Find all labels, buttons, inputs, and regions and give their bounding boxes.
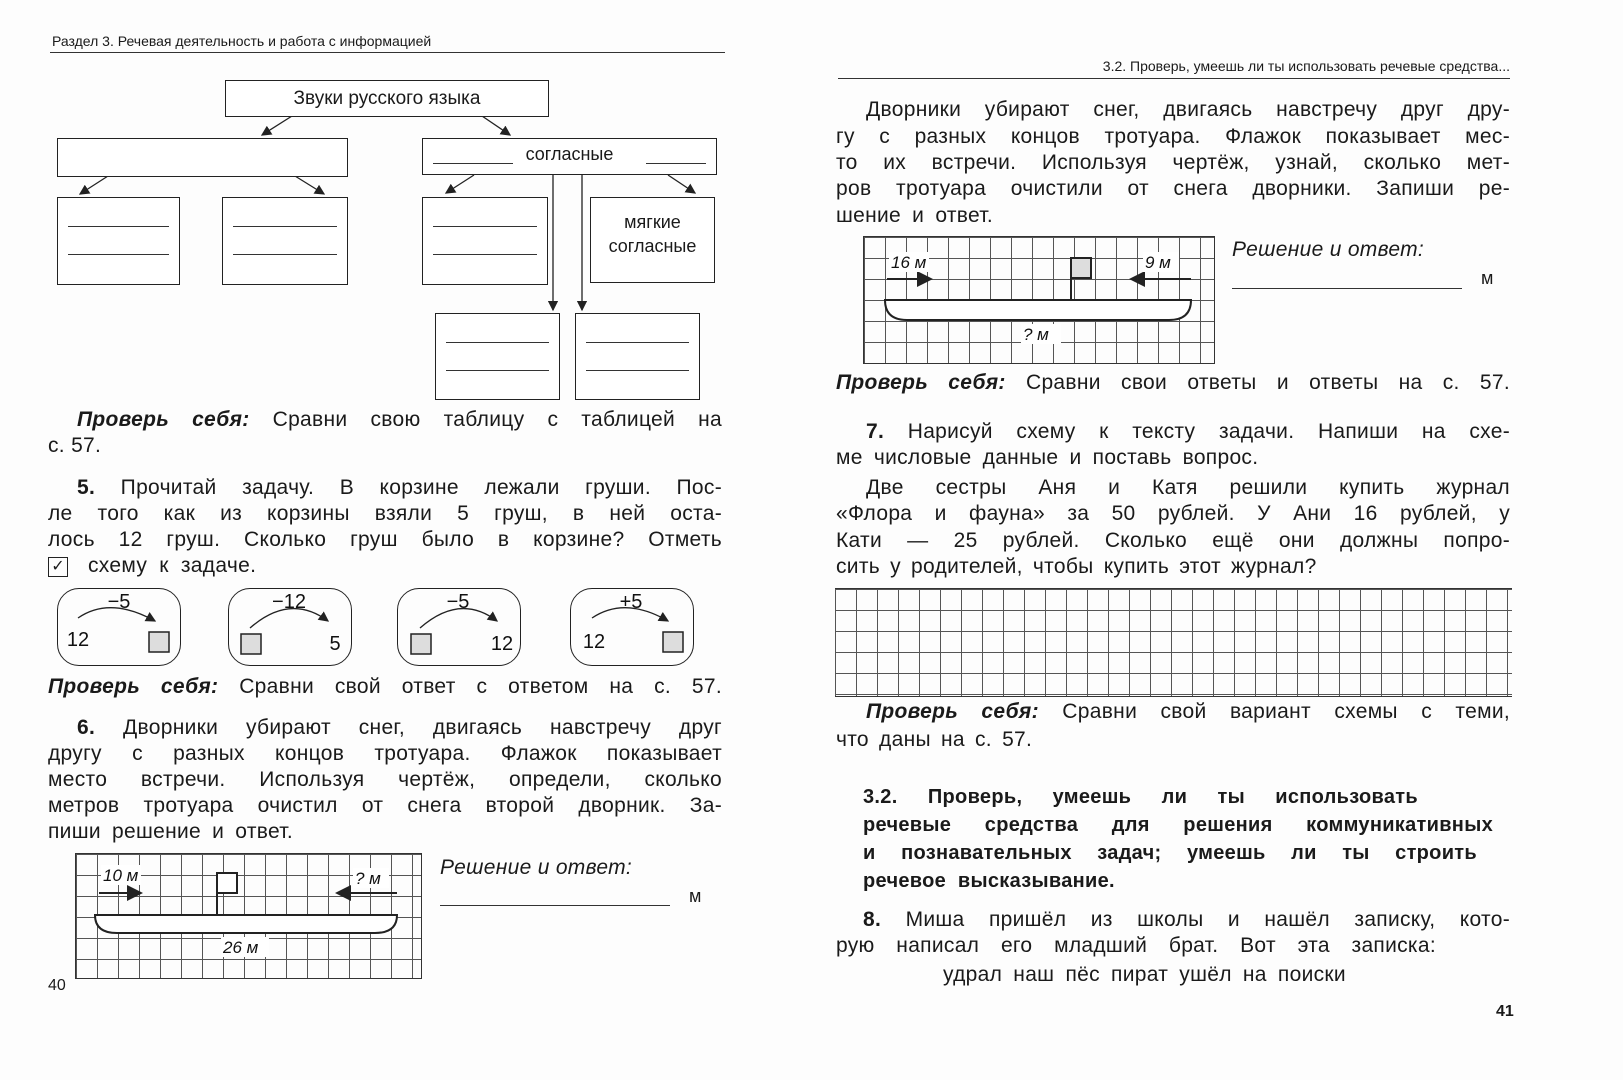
left-running-header: Раздел 3. Речевая деятельность и работа …: [52, 33, 432, 49]
distance-label: 9 м: [1145, 253, 1171, 272]
distance-label: 26 м: [222, 938, 259, 957]
soft-label-2: согласные: [608, 236, 697, 256]
task-text: другу с разных концов тротуара. Флажок п…: [48, 742, 722, 765]
section-heading: 3.2. Проверь, умеешь ли ты использовать: [863, 786, 1418, 808]
check-yourself-4: Проверь себя: Сравни свой вариант схемы …: [866, 700, 1510, 723]
scheme-value: 5: [329, 633, 340, 655]
note-text: удрал наш пёс пират ушёл на поиски: [943, 963, 1346, 986]
blank-box: [435, 313, 560, 400]
section-heading: речевое высказывание.: [863, 870, 1115, 892]
check-yourself-1: Проверь себя: Сравни свою таблицу с табл…: [77, 408, 722, 431]
answer-field[interactable]: [440, 905, 670, 906]
check-yourself-2: Проверь себя: Сравни свой ответ с ответо…: [48, 675, 723, 698]
check-yourself-3: Проверь себя: Сравни свои ответы и ответ…: [836, 371, 1510, 394]
task-text: шение и ответ.: [836, 204, 993, 227]
task-text: ров тротуара очистили от снега дворники.…: [836, 177, 1510, 200]
task-7: 7. Нарисуй схему к тексту задачи. Напиши…: [866, 420, 1510, 443]
distance-label: 16 м: [891, 253, 927, 272]
answer-label: Решение и ответ:: [440, 856, 633, 879]
task-text: то их встречи. Используя чертёж, узнай, …: [836, 151, 1510, 174]
soft-label-1: мягкие: [624, 212, 681, 232]
right-running-header: 3.2. Проверь, умеешь ли ты использовать …: [1102, 58, 1510, 74]
scheme-option-3[interactable]: [397, 588, 521, 666]
consonants-box: согласные: [422, 138, 717, 175]
task-text: место встречи. Используя чертёж, определ…: [48, 768, 722, 791]
answer-field[interactable]: [1232, 288, 1462, 289]
scheme-value: 12: [491, 633, 513, 655]
blank-box: [222, 197, 348, 285]
distance-label: 10 м: [103, 866, 139, 885]
task-text: сить у родителей, чтобы купить этот журн…: [836, 555, 1317, 578]
blank-box: [575, 313, 700, 400]
distance-label: ? м: [355, 869, 381, 888]
scheme-value: 12: [583, 631, 605, 653]
sidewalk-drawing: 10 м ? м 26 м: [93, 865, 399, 957]
task-6: 6. Дворники убирают снег, двигаясь навст…: [77, 716, 722, 739]
scheme-option-1[interactable]: [57, 588, 181, 666]
answer-unit: м: [1481, 268, 1494, 288]
soft-consonants-box: мягкие согласные: [590, 197, 715, 283]
task-text: гу с разных концов тротуара. Флажок пока…: [836, 125, 1510, 148]
scheme-drawing-area[interactable]: [835, 588, 1512, 697]
task-text: пиши решение и ответ.: [48, 820, 293, 843]
task-text: Кати — 25 рублей. Сколько ещё они должны…: [836, 529, 1510, 552]
answer-unit: м: [689, 886, 702, 906]
check-text: с. 57.: [48, 434, 102, 457]
scheme-op: +5: [620, 591, 643, 613]
scheme-value: 12: [67, 629, 89, 651]
task-text: ле того как из корзины взяли 5 груш, в н…: [48, 502, 722, 525]
page-number: 40: [48, 977, 66, 994]
task-8: 8. Миша пришёл из школы и нашёл записку,…: [863, 908, 1510, 931]
blank-box: [422, 197, 548, 285]
checkbox-icon: ✓: [48, 557, 68, 577]
task-text: Две сестры Аня и Катя решили купить журн…: [866, 476, 1510, 499]
distance-label: ? м: [1023, 325, 1049, 344]
task-text: «Флора и фауна» за 50 рублей. У Ани 16 р…: [836, 502, 1510, 525]
check-text: что даны на с. 57.: [836, 728, 1033, 751]
answer-label: Решение и ответ:: [1232, 238, 1425, 261]
page-number: 41: [1496, 1003, 1514, 1020]
scheme-op: −12: [272, 591, 306, 613]
scheme-op: −5: [108, 591, 131, 613]
section-heading: речевые средства для решения коммуникати…: [863, 814, 1493, 836]
task-5: 5. Прочитай задачу. В корзине лежали гру…: [77, 476, 722, 499]
task-text: ме числовые данные и поставь вопрос.: [836, 446, 1259, 469]
scheme-option-4[interactable]: [570, 588, 694, 666]
sidewalk-drawing: 16 м 9 м ? м: [883, 252, 1193, 344]
scheme-option-2[interactable]: [228, 588, 352, 666]
sounds-root-box: Звуки русского языка: [225, 80, 549, 117]
task-text: Дворники убирают снег, двигаясь навстреч…: [866, 98, 1510, 121]
task-text: метров тротуара очистил от снега второй …: [48, 794, 722, 817]
task-text: рую написал его младший брат. Вот эта за…: [836, 934, 1436, 957]
scheme-op: −5: [447, 591, 470, 613]
section-heading: и познавательных задач; умеешь ли ты стр…: [863, 842, 1477, 864]
vowels-box: [57, 138, 348, 177]
task-text: лось 12 груш. Сколько груш было в корзин…: [48, 528, 722, 551]
blank-box: [57, 197, 180, 285]
scheme-drawings: −5 12 −12 5 −5 12 +5 12: [67, 591, 684, 655]
task-text: схему к задаче.: [88, 554, 257, 577]
consonants-label: согласные: [525, 144, 614, 164]
